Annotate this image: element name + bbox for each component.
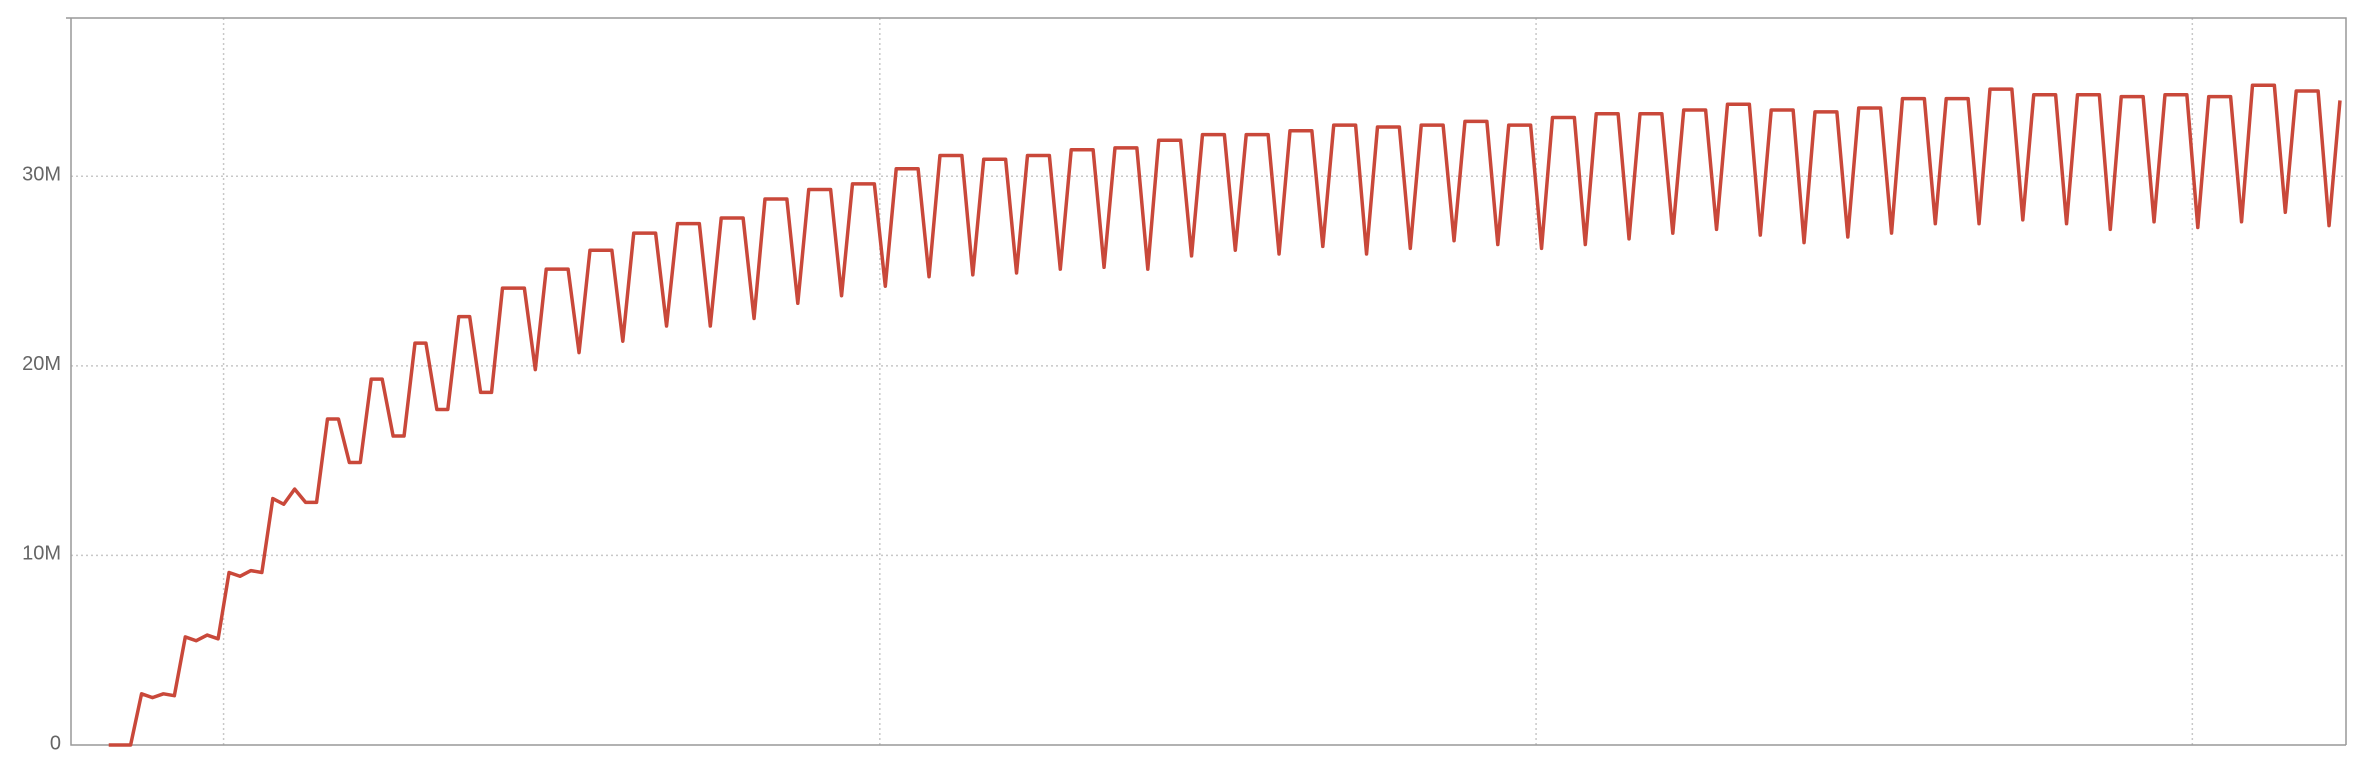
y-tick-label: 10M <box>22 543 61 565</box>
data-line <box>108 83 2342 747</box>
y-tick-label: 20M <box>22 353 61 375</box>
y-tick-label: 0 <box>50 732 61 754</box>
y-tick-label: 30M <box>22 164 61 186</box>
plot-frame <box>66 17 2347 746</box>
